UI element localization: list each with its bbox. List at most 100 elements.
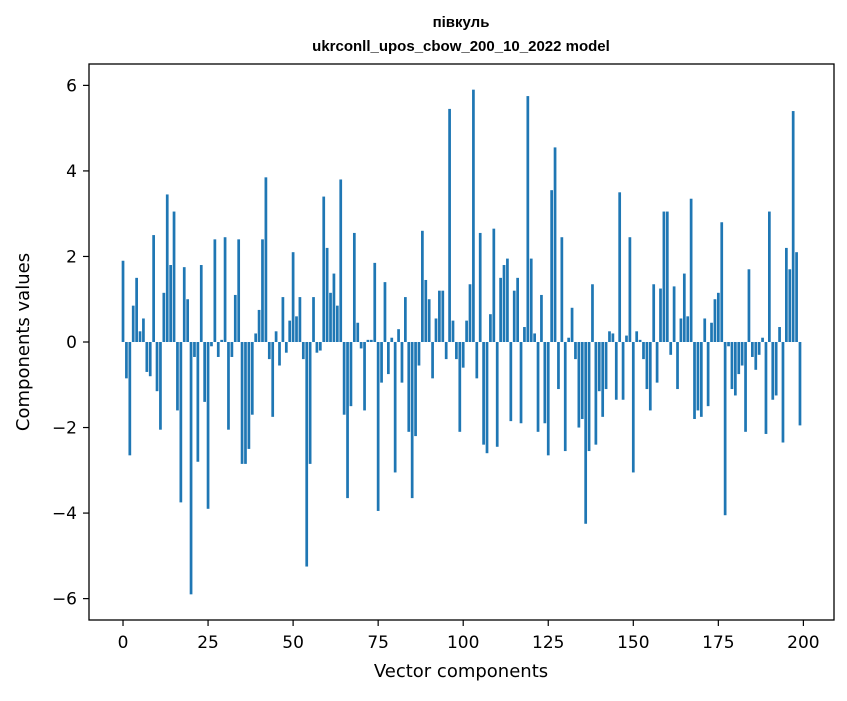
bar — [199, 265, 203, 342]
bar — [628, 237, 632, 342]
bar — [594, 342, 598, 445]
bar — [407, 342, 411, 432]
bar — [577, 342, 581, 428]
bar — [642, 342, 645, 360]
bar — [274, 331, 278, 342]
bar — [223, 237, 227, 342]
y-tick-label: −4 — [52, 504, 77, 524]
bar — [237, 239, 241, 342]
bar — [342, 342, 346, 415]
bar — [489, 314, 492, 342]
bar — [791, 111, 795, 342]
x-tick-label: 25 — [197, 633, 219, 653]
bar — [475, 342, 479, 379]
x-tick-label: 75 — [367, 633, 389, 653]
x-axis-label: Vector components — [374, 661, 548, 682]
bar — [747, 269, 751, 342]
bar — [213, 239, 217, 342]
bar — [148, 342, 152, 377]
bar — [587, 342, 591, 452]
bar — [410, 342, 414, 499]
bar — [346, 342, 349, 499]
bar — [499, 277, 502, 342]
bar — [533, 333, 536, 342]
bar — [250, 342, 254, 415]
bar — [608, 331, 611, 342]
bar — [652, 284, 656, 342]
bar — [284, 342, 288, 353]
bar — [271, 342, 275, 417]
bar — [689, 198, 693, 342]
bar — [159, 342, 162, 430]
bar — [597, 342, 601, 392]
bar — [397, 329, 400, 342]
bar — [774, 342, 778, 396]
bar — [390, 337, 394, 342]
bar — [380, 342, 383, 383]
y-axis-label: Components values — [13, 253, 34, 431]
bar — [335, 305, 339, 342]
bar — [611, 333, 615, 342]
bar — [540, 294, 543, 342]
bar — [448, 108, 451, 342]
bar — [543, 342, 547, 424]
bar — [465, 320, 468, 342]
bar — [751, 342, 754, 357]
bar — [363, 342, 366, 411]
x-axis-ticks: 0 25 50 75 100 125 150 175 200 — [118, 620, 820, 653]
bar — [216, 342, 220, 357]
y-tick-label: 6 — [66, 76, 77, 96]
chart-title-line-2: ukrconll_upos_cbow_200_10_2022 model — [312, 38, 610, 55]
bar — [635, 331, 639, 342]
bar — [553, 147, 557, 342]
bar — [421, 230, 424, 342]
bar — [665, 211, 669, 342]
bar — [472, 89, 475, 342]
bar — [621, 342, 625, 400]
bar — [325, 247, 329, 342]
x-tick-label: 100 — [447, 633, 479, 653]
bar — [546, 342, 550, 456]
bar — [257, 309, 261, 342]
bar — [203, 342, 207, 402]
bar — [788, 269, 792, 342]
x-tick-label: 125 — [532, 633, 564, 653]
bar — [710, 322, 713, 342]
bar — [131, 305, 135, 342]
bar — [376, 342, 380, 511]
bar — [349, 342, 353, 407]
bar — [727, 342, 730, 347]
bar — [495, 342, 499, 447]
bar — [778, 327, 781, 342]
bar — [339, 179, 343, 342]
bar — [733, 342, 737, 396]
bar — [754, 342, 758, 370]
bar — [247, 342, 251, 449]
bar — [706, 342, 710, 407]
bar — [785, 247, 788, 342]
bar — [516, 277, 519, 342]
bar — [536, 342, 540, 432]
bar — [186, 299, 190, 342]
bar — [781, 342, 785, 443]
bar — [176, 342, 179, 411]
bar — [182, 267, 186, 342]
bar — [261, 239, 264, 342]
bar — [723, 342, 727, 516]
bar — [138, 331, 142, 342]
bar — [529, 258, 533, 342]
bar — [438, 290, 441, 342]
bar — [414, 342, 417, 437]
bar — [281, 297, 285, 342]
bar — [254, 333, 258, 342]
bar — [162, 292, 166, 342]
bar — [693, 342, 696, 419]
bar — [264, 177, 268, 342]
bar — [267, 342, 271, 360]
bar — [638, 339, 642, 342]
bar — [227, 342, 230, 430]
bar — [478, 232, 482, 342]
x-tick-label: 0 — [118, 633, 129, 653]
bar — [523, 327, 526, 342]
